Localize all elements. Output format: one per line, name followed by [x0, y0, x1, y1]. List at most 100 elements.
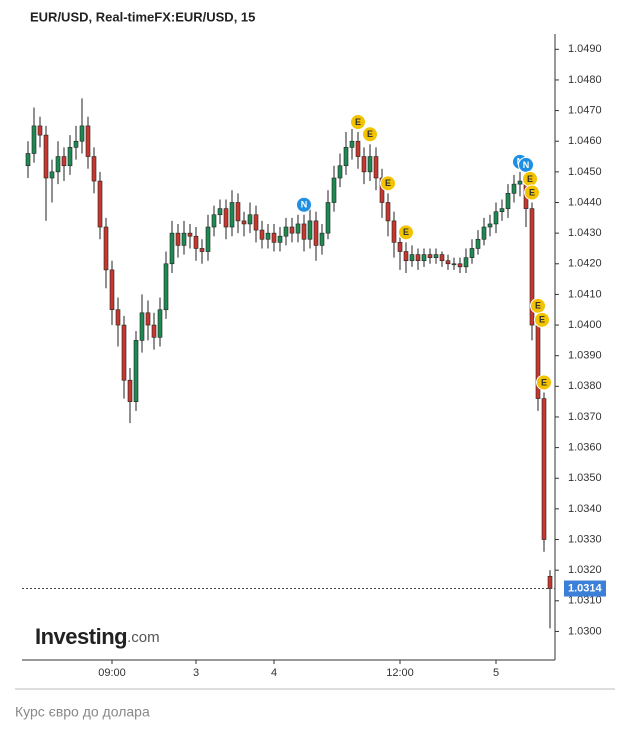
candle-body	[175, 232, 181, 246]
candle-body	[493, 211, 499, 225]
event-label: N	[301, 200, 308, 210]
candle-body	[415, 254, 421, 262]
candle-body	[115, 309, 121, 326]
candle-body	[505, 193, 511, 209]
y-tick-label: 1.0350	[568, 472, 602, 484]
event-marker	[536, 374, 552, 391]
candle-body	[199, 248, 205, 252]
candle-body	[187, 232, 193, 237]
event-label: N	[523, 160, 530, 170]
candle-body	[157, 309, 163, 338]
y-tick-label: 1.0340	[568, 503, 602, 515]
event-marker	[524, 184, 540, 201]
event-label: E	[541, 377, 547, 387]
y-tick-label: 1.0440	[568, 196, 602, 208]
candle-body	[73, 140, 79, 148]
y-tick-label: 1.0370	[568, 411, 602, 423]
x-tick-label: 5	[493, 667, 499, 679]
candle-body	[295, 223, 301, 234]
candle-body	[163, 263, 169, 311]
candle-body	[97, 180, 103, 228]
candle-body	[37, 125, 43, 136]
candle-body	[469, 248, 475, 258]
event-label: E	[529, 187, 535, 197]
candle-body	[487, 223, 493, 228]
candle-body	[331, 177, 337, 203]
y-tick-label: 1.0470	[568, 104, 602, 116]
candle-body	[547, 575, 553, 589]
y-tick-label: 1.0380	[568, 380, 602, 392]
candle-body	[355, 140, 361, 157]
candle-body	[169, 232, 175, 265]
candle-body	[109, 269, 115, 311]
candle-body	[241, 220, 247, 225]
candle-body	[451, 263, 457, 266]
event-marker	[350, 114, 366, 131]
x-tick-label: 4	[271, 667, 277, 679]
candle-body	[397, 242, 403, 252]
event-label: E	[385, 178, 391, 188]
candle-body	[361, 156, 367, 173]
candle-body	[367, 156, 373, 173]
last-price-box	[564, 580, 606, 597]
candle-body	[67, 147, 73, 167]
candle-body	[319, 232, 325, 246]
event-label: E	[367, 129, 373, 139]
candle-body	[259, 229, 265, 240]
x-tick-label: 3	[193, 667, 199, 679]
candle-body	[145, 312, 151, 326]
candle-body	[55, 156, 61, 173]
y-tick-label: 1.0480	[568, 74, 602, 86]
y-tick-label: 1.0460	[568, 135, 602, 147]
candle-body	[379, 177, 385, 203]
candle-body	[283, 226, 289, 237]
candle-body	[25, 153, 31, 167]
candle-body	[307, 220, 313, 240]
candle-body	[427, 254, 433, 258]
candle-body	[79, 125, 85, 142]
y-tick-label: 1.0430	[568, 227, 602, 239]
event-label: E	[403, 227, 409, 237]
candle-body	[151, 324, 157, 338]
y-tick-label: 1.0360	[568, 442, 602, 454]
candle-body	[211, 214, 217, 228]
candle-body	[385, 202, 391, 222]
candle-body	[517, 180, 523, 185]
candle-body	[343, 147, 349, 167]
candle-body	[61, 156, 67, 167]
candle-body	[217, 208, 223, 216]
candle-body	[349, 140, 355, 148]
logo: Investing.com	[35, 624, 160, 649]
y-tick-label: 1.0490	[568, 43, 602, 55]
candle-body	[193, 235, 199, 249]
y-tick-label: 1.0450	[568, 166, 602, 178]
candle-body	[271, 232, 277, 243]
candle-body	[325, 202, 331, 234]
candle-body	[247, 214, 253, 225]
candle-body	[49, 171, 55, 179]
candle-body	[433, 254, 439, 258]
candle-body	[31, 125, 37, 154]
x-tick-label: 12:00	[386, 667, 414, 679]
y-tick-label: 1.0310	[568, 595, 602, 607]
event-marker	[534, 311, 550, 328]
candle-body	[421, 254, 427, 262]
logo-suffix: .com	[127, 629, 160, 646]
caption: Курс євро до долара	[15, 704, 150, 720]
y-tick-label: 1.0400	[568, 319, 602, 331]
x-tick-label: 09:00	[98, 667, 126, 679]
event-label: E	[355, 117, 361, 127]
candle-body	[499, 208, 505, 212]
candle-body	[313, 220, 319, 246]
y-tick-label: 1.0330	[568, 533, 602, 545]
candle-body	[475, 238, 481, 249]
candle-body	[265, 232, 271, 240]
candle-body	[391, 220, 397, 243]
candle-body	[139, 312, 145, 341]
candle-body	[373, 156, 379, 179]
candle-body	[121, 324, 127, 381]
y-tick-label: 1.0300	[568, 625, 602, 637]
event-label: E	[527, 174, 533, 184]
candle-body	[181, 232, 187, 246]
